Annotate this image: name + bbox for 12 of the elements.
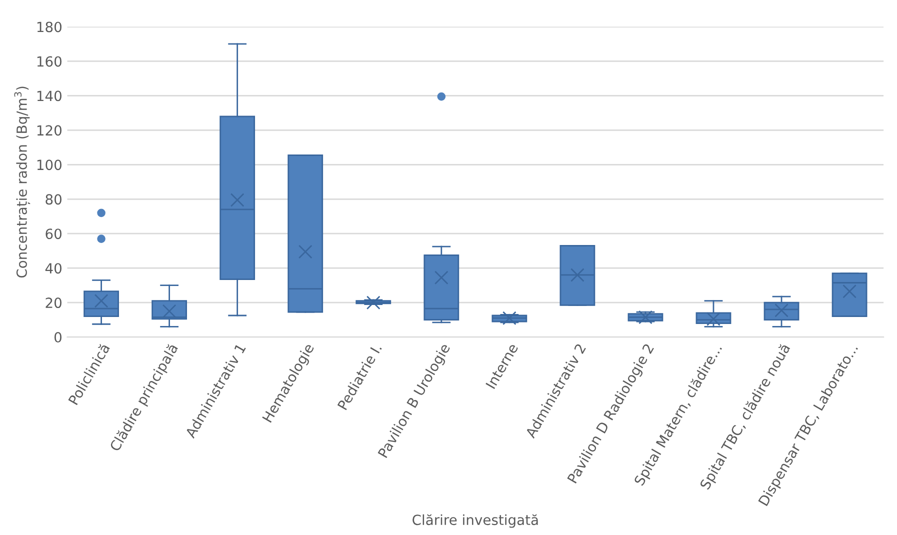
y-tick-label: 160 [37, 56, 62, 67]
y-tick-label: 120 [37, 125, 62, 136]
y-tick-label: 140 [37, 90, 62, 102]
y-tick-label: 0 [54, 332, 62, 343]
y-tick-label: 80 [46, 194, 62, 205]
y-tick-label: 60 [46, 228, 62, 240]
y-tick-label: 40 [45, 263, 62, 274]
y-tick-label: 20 [46, 298, 62, 308]
y-tick-label: 180 [37, 22, 62, 32]
x-axis-title: Clărire investigată [412, 514, 538, 528]
y-tick-label: 100 [37, 160, 62, 170]
y-axis-title: Concentrație radon (Bq/m$^{3}$) [14, 86, 30, 278]
